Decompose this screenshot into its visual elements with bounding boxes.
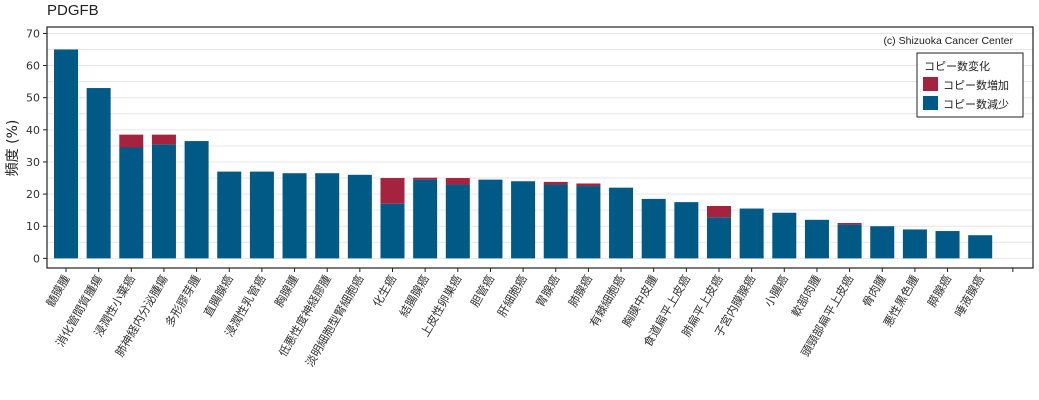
bar-loss [543, 184, 568, 259]
bar-gain [413, 177, 438, 180]
bar-loss [478, 179, 503, 259]
x-tick-label: 肝細胞癌 [495, 272, 530, 319]
bar-gain [837, 223, 862, 225]
bar-loss [772, 212, 797, 259]
bar-loss [413, 179, 438, 259]
bar-loss [54, 49, 78, 259]
bar-loss [902, 229, 927, 259]
bar-gain [151, 134, 176, 145]
x-tick-label: 淡明細胞型腎細胞癌 [303, 272, 367, 369]
bar-loss [870, 226, 895, 259]
y-tick-label: 20 [26, 188, 40, 201]
legend-swatch-loss [923, 96, 938, 110]
bar-loss [184, 141, 209, 259]
legend: コピー数変化 コピー数増加 コピー数減少 [916, 52, 1024, 118]
y-axis-label: 頻度 (%) [5, 120, 21, 177]
bar-loss [674, 202, 699, 259]
x-tick-label: 小腸癌 [762, 272, 792, 309]
x-tick-label: 唾液腺癌 [952, 272, 987, 319]
bar-loss [249, 171, 274, 259]
x-tick-label: 肺腺癌 [566, 272, 596, 309]
bar-loss [609, 187, 634, 259]
bar-gain [445, 178, 470, 185]
legend-title: コピー数変化 [924, 59, 990, 73]
plot-frame [46, 26, 1034, 269]
bar-gain [576, 183, 601, 187]
legend-label-gain: コピー数増加 [943, 79, 1009, 92]
x-tick-label: 胸腺腫 [272, 272, 302, 309]
y-tick-label: 30 [26, 156, 40, 169]
x-tick-label: 軟部肉腫 [788, 272, 823, 319]
x-tick-label: 胃腺癌 [533, 272, 563, 309]
gridlines [47, 32, 1033, 259]
bar-loss [707, 217, 731, 259]
bar-loss [739, 208, 764, 259]
x-tick-label: 化生癌 [370, 272, 400, 309]
bar-loss [151, 144, 176, 259]
bar-loss [380, 203, 405, 259]
y-tick-label: 40 [26, 124, 40, 137]
y-tick-label: 50 [26, 92, 40, 105]
bar-gain [119, 134, 144, 148]
x-tick-label: 膵腺癌 [925, 272, 955, 309]
bar-loss [804, 219, 829, 259]
chart-title: PDGFB [47, 2, 99, 19]
bar-loss [217, 171, 242, 259]
legend-label-loss: コピー数減少 [943, 97, 1009, 111]
bar-loss [641, 198, 666, 259]
bar-loss [511, 181, 536, 259]
x-tick-label: 胆管癌 [468, 272, 498, 309]
bar-loss [576, 186, 601, 259]
bar-gain [380, 178, 405, 204]
y-tick-label: 10 [26, 220, 40, 233]
y-tick-label: 60 [26, 60, 40, 73]
legend-swatch-gain [923, 77, 938, 91]
bar-loss [315, 173, 340, 259]
bar-gain [543, 181, 568, 185]
bar-loss [935, 231, 960, 259]
bar-loss [445, 184, 470, 259]
bar-loss [347, 174, 372, 259]
bar-loss [282, 173, 307, 259]
bar-loss [119, 147, 144, 259]
x-tick-label: 髄膜腫 [43, 272, 73, 309]
x-tick-label: 直腸腺癌 [201, 272, 236, 319]
credit-text: (c) Shizuoka Cancer Center [883, 35, 1013, 47]
x-axis: 髄膜腫消化管間質腫瘍浸潤性小葉癌肺神経内分泌腫瘍多形膠芽腫直腸腺癌浸潤性乳管癌胸… [43, 268, 1014, 369]
x-tick-label: 結腸腺癌 [397, 272, 432, 319]
y-tick-label: 70 [26, 27, 40, 40]
y-tick-label: 0 [33, 252, 40, 265]
y-axis: 0 10 20 30 40 50 60 70 [26, 27, 47, 265]
x-tick-label: 骨肉腫 [859, 272, 889, 309]
bars [54, 49, 993, 259]
bar-loss [837, 224, 862, 259]
bar-loss [968, 235, 993, 259]
bar-loss [86, 88, 111, 259]
bar-gain [707, 205, 731, 218]
